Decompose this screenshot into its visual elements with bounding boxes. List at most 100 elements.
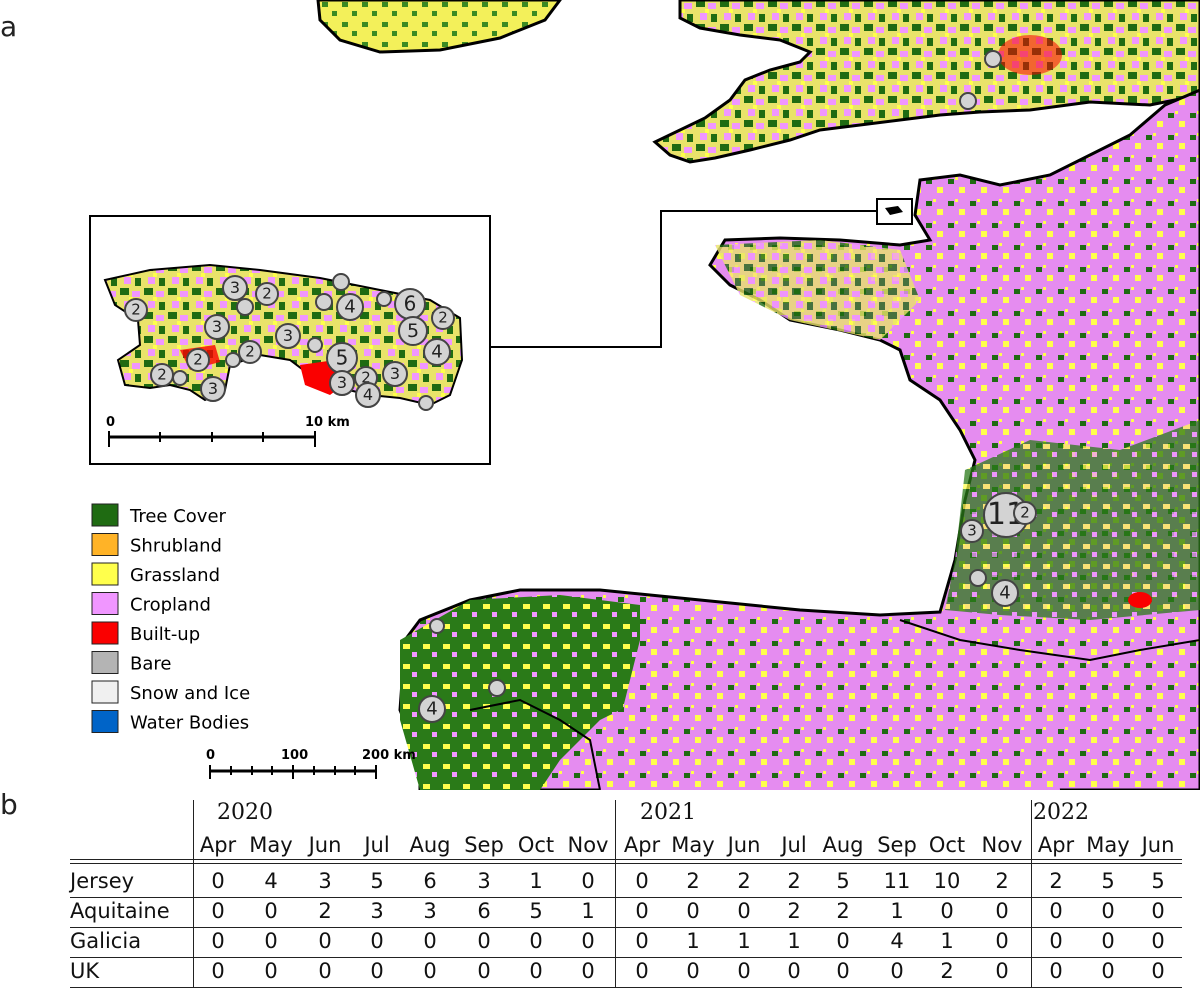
count-cell: 0 [370, 929, 384, 953]
count-marker-label: 4 [363, 385, 373, 404]
count-marker-label: 4 [431, 341, 442, 362]
count-cell: 5 [370, 869, 384, 893]
count-cell: 0 [890, 959, 904, 983]
count-marker-label: 3 [390, 364, 400, 383]
count-marker-label: 5 [336, 345, 349, 369]
legend-label: Grassland [130, 565, 220, 586]
site-marker [984, 50, 1002, 68]
legend-swatch [91, 651, 119, 674]
count-marker [329, 370, 355, 396]
month-header: Jun [1141, 833, 1175, 857]
legend-swatch [91, 680, 119, 704]
legend-swatch [91, 621, 119, 645]
month-header: Aug [822, 833, 864, 857]
count-cell: 0 [581, 869, 595, 893]
count-cell: 0 [264, 899, 278, 923]
count-cell: 5 [1151, 869, 1165, 893]
month-header: Sep [464, 833, 504, 857]
table-rule [70, 957, 1182, 958]
count-cell: 0 [318, 959, 332, 983]
count-cell: 0 [1101, 899, 1115, 923]
count-cell: 0 [423, 959, 437, 983]
count-cell: 0 [1151, 929, 1165, 953]
count-marker [431, 306, 455, 330]
panel-label-b: b [0, 788, 18, 821]
count-marker-label: 3 [283, 326, 293, 345]
border-line [899, 619, 1200, 662]
count-marker-label: 5 [407, 320, 419, 342]
site-marker [488, 679, 506, 697]
count-marker-label: 2 [245, 343, 255, 361]
month-header: Nov [981, 833, 1023, 857]
month-header: Aug [409, 833, 451, 857]
site-marker [969, 569, 987, 587]
count-marker-label: 4 [999, 582, 1010, 603]
count-marker-label: 2 [193, 351, 203, 369]
count-cell: 0 [1151, 959, 1165, 983]
year-header: 2020 [217, 800, 273, 825]
count-marker [382, 361, 408, 387]
count-cell: 0 [1049, 959, 1063, 983]
count-cell: 2 [686, 869, 700, 893]
site-marker [332, 273, 350, 291]
count-cell: 0 [477, 959, 491, 983]
count-marker [336, 293, 364, 321]
count-marker [1013, 501, 1037, 525]
legend-swatch [91, 710, 119, 733]
year-header: 2022 [1033, 800, 1089, 825]
count-marker [255, 282, 279, 306]
month-header: May [1086, 833, 1130, 857]
site-marker [376, 291, 392, 307]
count-cell: 0 [1049, 929, 1063, 953]
count-cell: 0 [423, 929, 437, 953]
count-cell: 0 [370, 959, 384, 983]
count-cell: 1 [686, 929, 700, 953]
count-cell: 6 [423, 869, 437, 893]
month-header: Oct [928, 833, 966, 857]
inset-scale-start: 0 [106, 415, 115, 430]
count-cell: 0 [529, 959, 543, 983]
count-cell: 1 [787, 929, 801, 953]
main-scale-mid: 100 [281, 748, 308, 763]
count-marker [124, 298, 148, 322]
count-cell: 0 [1049, 899, 1063, 923]
count-cell: 0 [264, 959, 278, 983]
count-cell: 2 [940, 959, 954, 983]
count-cell: 2 [995, 869, 1009, 893]
legend-swatch [91, 592, 119, 615]
count-cell: 10 [933, 869, 961, 893]
month-header: Nov [567, 833, 609, 857]
count-marker-label: 2 [131, 301, 141, 319]
site-marker [429, 618, 445, 634]
site-marker [315, 293, 333, 311]
count-cell: 3 [318, 869, 332, 893]
count-marker [275, 323, 301, 349]
border-line-spain-portugal [469, 698, 601, 790]
count-cell: 0 [635, 869, 649, 893]
count-cell: 0 [635, 929, 649, 953]
main-scale-bar: 0 100 200 km [206, 748, 416, 779]
count-cell: 0 [211, 869, 225, 893]
table-divider [193, 800, 194, 987]
panel-label-a: a [0, 10, 18, 43]
month-header: Jun [727, 833, 761, 857]
count-cell: 2 [318, 899, 332, 923]
count-cell: 3 [370, 899, 384, 923]
month-header: Apr [199, 833, 237, 857]
count-cell: 0 [836, 959, 850, 983]
count-cell: 2 [1049, 869, 1063, 893]
count-cell: 0 [686, 899, 700, 923]
count-cell: 0 [737, 899, 751, 923]
month-header: Apr [1037, 833, 1075, 857]
count-cell: 0 [581, 959, 595, 983]
count-cell: 3 [423, 899, 437, 923]
count-cell: 6 [477, 899, 491, 923]
count-marker [960, 519, 984, 543]
legend-label: Water Bodies [130, 713, 249, 734]
count-cell: 2 [787, 899, 801, 923]
month-header: May [249, 833, 293, 857]
count-cell: 0 [529, 929, 543, 953]
count-marker-label: 2 [1020, 504, 1030, 522]
count-marker [150, 363, 174, 387]
count-cell: 2 [787, 869, 801, 893]
